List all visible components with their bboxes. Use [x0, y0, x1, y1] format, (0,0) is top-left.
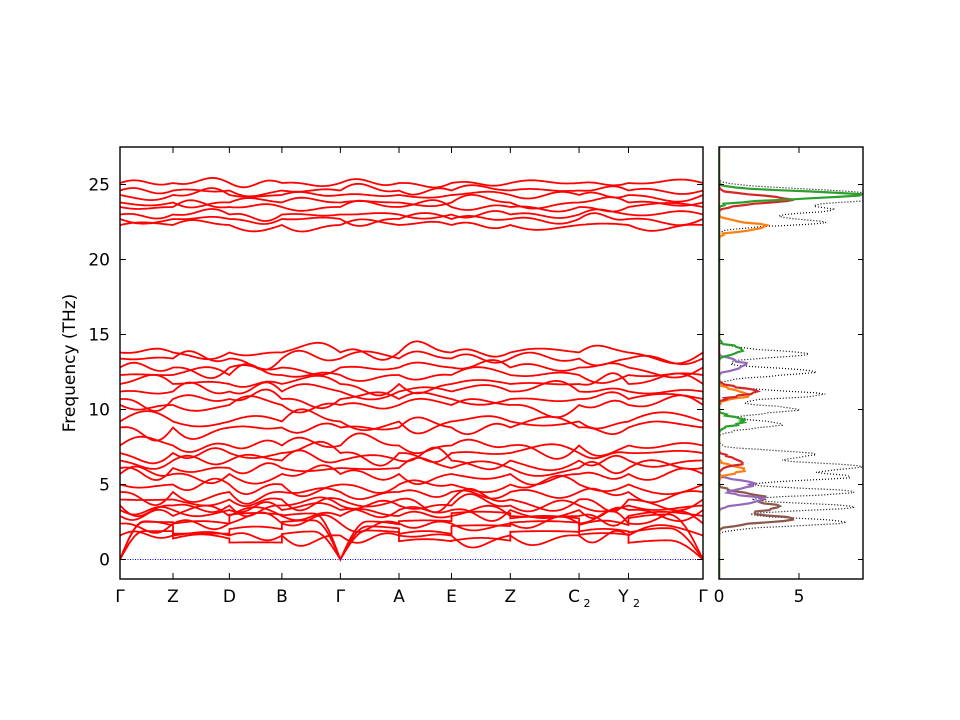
x-tick-label: E: [446, 587, 457, 607]
x-tick-label: Γ: [336, 587, 346, 607]
phonon-band: [120, 388, 703, 412]
phonon-band: [120, 176, 703, 189]
phonon-band: [120, 362, 703, 385]
phonon-band: [120, 487, 703, 507]
phonon-band: [120, 379, 703, 401]
x-tick-label: D: [223, 587, 236, 607]
x-tick-subscript: 2: [584, 597, 591, 610]
x-tick-subscript: 2: [633, 597, 640, 610]
phonon-band: [120, 493, 703, 518]
phonon-band: [120, 446, 703, 472]
phonon-band: [120, 394, 703, 419]
phonon-band: [120, 199, 703, 213]
x-tick-label: B: [276, 587, 288, 607]
phonon-band: [120, 182, 703, 198]
phonon-band: [120, 187, 703, 203]
dos-curve: [719, 147, 863, 579]
phonon-band: [120, 487, 703, 514]
phonon-band: [120, 218, 703, 233]
y-tick-label: 5: [99, 476, 110, 496]
phonon-band: [120, 440, 703, 467]
phonon-band: [120, 212, 703, 227]
dos-curve: [719, 147, 771, 579]
y-axis-ticks: 0 5 10 15 20 25: [88, 176, 703, 571]
dos-panel-frame: [718, 146, 864, 580]
phonon-band: [120, 432, 703, 460]
dos-x-tick-label: 5: [794, 587, 805, 607]
x-tick-label: Γ: [115, 587, 125, 607]
phonon-band: [120, 456, 703, 481]
band-lines: [120, 176, 703, 562]
band-panel-frame: [119, 146, 704, 580]
dos-curve: [719, 147, 795, 579]
y-tick-label: 0: [99, 551, 110, 571]
phonon-band: [120, 501, 703, 523]
x-tick-label: Z: [504, 587, 516, 607]
phonon-band: [120, 194, 703, 210]
x-tick-label: Z: [167, 587, 179, 607]
phonon-band: [120, 340, 703, 365]
y-tick-label: 15: [88, 326, 110, 346]
dos-lines: [719, 147, 863, 579]
y-tick-label: 10: [88, 401, 110, 421]
phonon-band: [120, 510, 703, 562]
x-tick-label: Y: [617, 587, 629, 607]
dos-curve: [719, 147, 768, 579]
y-tick-label: 25: [88, 176, 110, 196]
phonon-band: [120, 529, 703, 562]
phonon-band: [120, 519, 703, 562]
x-tick-label: A: [393, 587, 405, 607]
phonon-band: [120, 464, 703, 486]
dos-x-tick-label: 0: [714, 587, 725, 607]
y-axis-label: Frequency (THz): [60, 294, 80, 433]
phonon-band: [120, 408, 703, 435]
x-tick-label: C: [568, 587, 580, 607]
phonon-band: [120, 524, 703, 549]
phonon-band: [120, 474, 703, 498]
x-tick-label: Γ: [698, 587, 708, 607]
y-tick-label: 20: [88, 251, 110, 271]
